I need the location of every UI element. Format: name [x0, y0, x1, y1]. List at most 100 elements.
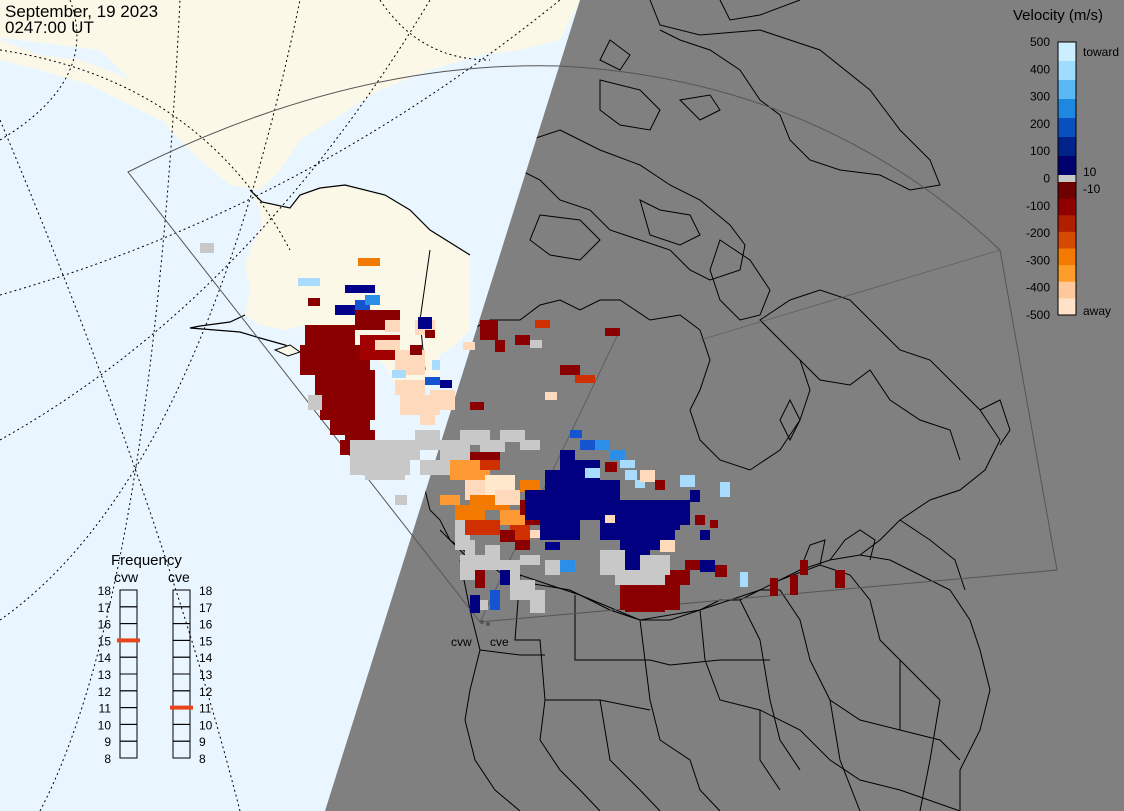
scatter-cell — [495, 490, 520, 505]
colorbar-swatch — [1058, 182, 1076, 200]
colorbar-tick-labels: 500 400 300 200 100 0 -100 -200 -300 -400 -500 — [1026, 35, 1050, 322]
frequency-tick-right: 18 — [199, 584, 213, 598]
scatter-cell — [470, 595, 480, 613]
scatter-cell — [415, 430, 440, 450]
date-label: September, 19 2023 — [5, 2, 158, 21]
colorbar-tick-label: 500 — [1030, 35, 1050, 49]
frequency-label-cvw: cvw — [114, 569, 139, 585]
scatter-cell — [585, 468, 600, 478]
scatter-cell — [470, 452, 500, 460]
scatter-cell — [680, 475, 695, 487]
scatter-cell — [500, 510, 525, 525]
scatter-cell — [463, 342, 475, 350]
frequency-tick-right: 16 — [199, 618, 213, 632]
frequency-tick-right: 11 — [199, 702, 212, 716]
frequency-tick-right: 15 — [199, 634, 213, 648]
scatter-cell — [655, 480, 665, 490]
frequency-label-cve: cve — [168, 569, 190, 585]
scatter-cell — [635, 480, 645, 488]
colorbar-swatch — [1058, 80, 1076, 100]
colorbar-swatch — [1058, 42, 1076, 62]
scatter-cell — [575, 375, 595, 383]
scatter-cell — [530, 340, 542, 348]
colorbar-tick-label: 400 — [1030, 62, 1050, 76]
scatter-cell — [420, 410, 435, 425]
scatter-cell — [308, 395, 322, 410]
scatter-cell — [605, 515, 615, 523]
scatter-cell — [625, 470, 637, 480]
scatter-cell — [685, 560, 705, 570]
scatter-cell — [535, 320, 550, 328]
frequency-marker-cvw — [117, 638, 140, 643]
colorbar-swatch — [1058, 298, 1076, 316]
colorbar-swatch — [1058, 99, 1076, 119]
scatter-cell — [670, 570, 690, 585]
scatter-cell — [480, 320, 498, 340]
frequency-tick-left: 14 — [98, 651, 112, 665]
frequency-tick-left: 9 — [104, 735, 111, 749]
scatter-cell — [355, 300, 370, 310]
scatter-cell — [710, 520, 718, 528]
scatter-cell — [410, 345, 422, 355]
night-shading — [325, 0, 1124, 811]
colorbar-swatch — [1058, 248, 1076, 266]
colorbar-zero-swatch — [1058, 175, 1076, 182]
radar-field-of-view — [127, 65, 1058, 623]
frequency-tick-left: 13 — [98, 668, 112, 682]
colorbar-swatch — [1058, 281, 1076, 299]
colorbar-tick-label: 0 — [1043, 172, 1050, 186]
scatter-cell — [790, 575, 798, 595]
frequency-panel: Frequency cvw cve 18 18 17 17 16 16 15 15 14 14 13… — [98, 552, 213, 766]
scatter-cell — [470, 402, 484, 410]
frequency-tick-right: 9 — [199, 735, 206, 749]
scatter-cell — [465, 540, 475, 555]
velocity-colorbar: Velocity (m/s) 500 400 300 200 100 0 -100 -200 -… — [1013, 7, 1119, 322]
scatter-cell — [560, 365, 580, 375]
scatter-cell — [480, 460, 500, 470]
frequency-cell — [119, 740, 138, 759]
scatter-cell — [545, 542, 560, 550]
colorbar-swatch — [1058, 231, 1076, 249]
frequency-tick-right: 8 — [199, 752, 206, 766]
scatter-cell — [580, 440, 600, 450]
colorbar-tick-label: -200 — [1026, 226, 1050, 240]
scatter-cell — [455, 505, 485, 520]
scatter-cell — [335, 305, 355, 315]
scatter-cell — [740, 572, 748, 587]
away-label: away — [1083, 304, 1111, 318]
frequency-tick-left: 17 — [98, 601, 112, 615]
frequency-tick-left: 15 — [98, 634, 112, 648]
scatter-cell — [700, 530, 710, 540]
scatter-cell — [500, 430, 525, 442]
scatter-cell — [430, 390, 455, 410]
scatter-cell — [600, 550, 625, 575]
scatter-cell — [425, 377, 440, 385]
colorbar-tick-label: -400 — [1026, 281, 1050, 295]
colorbar-inner-tick-pos: 10 — [1083, 165, 1097, 179]
scatter-cell — [500, 570, 510, 585]
scatter-cell — [695, 515, 705, 525]
colorbar-tick-label: 200 — [1030, 117, 1050, 131]
scatter-cell — [365, 295, 380, 305]
scatter-cell — [700, 560, 715, 572]
scatter-cell — [490, 590, 500, 610]
colorbar-inner-tick-neg: -10 — [1083, 182, 1101, 196]
scatter-cell — [345, 285, 375, 293]
frequency-title: Frequency — [111, 552, 182, 569]
scatter-cell — [835, 570, 845, 588]
scatter-cell — [720, 482, 730, 497]
scatter-cell — [770, 578, 778, 596]
scatter-cell — [480, 440, 505, 452]
scatter-cell — [465, 520, 500, 535]
scatter-cell — [440, 495, 460, 505]
scatter-cell — [670, 500, 690, 525]
frequency-tick-left: 12 — [98, 685, 112, 699]
colorbar-frame — [1057, 41, 1077, 316]
scatter-cell — [520, 480, 540, 492]
scatter-cell — [640, 470, 655, 482]
scatter-cell — [605, 328, 620, 336]
scatter-cell — [800, 560, 808, 575]
fov-beam-edge — [699, 249, 1001, 341]
scatter-cell — [545, 392, 557, 400]
